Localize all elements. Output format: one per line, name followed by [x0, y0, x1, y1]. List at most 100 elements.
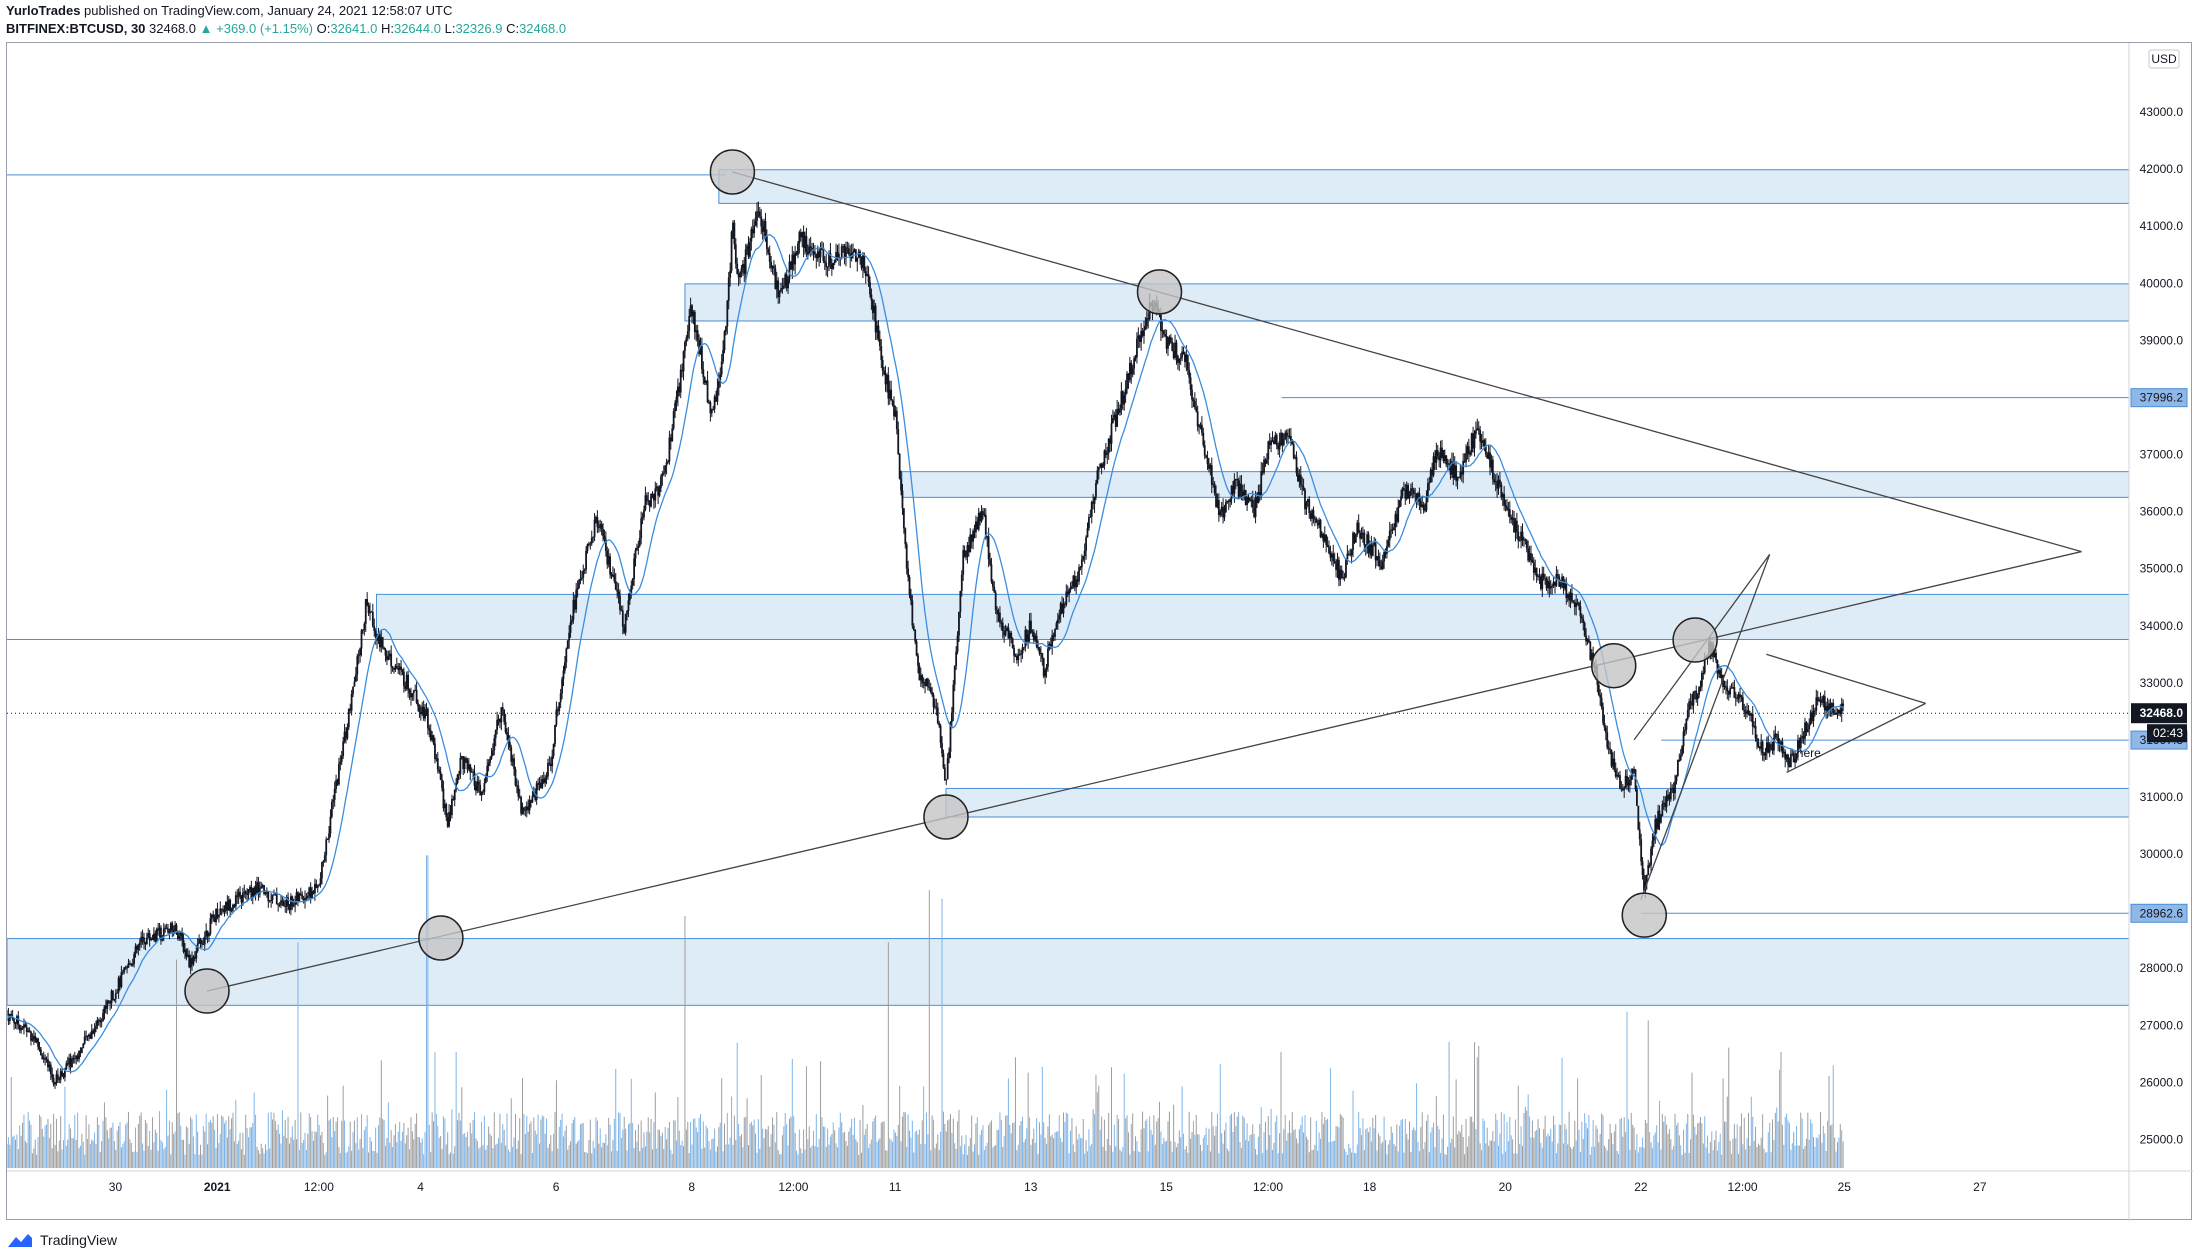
currency-box[interactable] — [2148, 49, 2180, 69]
candle-body — [795, 252, 798, 255]
candle-body — [1713, 652, 1716, 657]
trendlines-layer[interactable]: here — [184, 149, 2082, 1014]
candle-body — [1460, 471, 1463, 475]
pivot-marker[interactable] — [1672, 617, 1718, 663]
candle-body — [343, 731, 346, 742]
pivot-marker[interactable] — [418, 915, 464, 961]
candle-body — [545, 776, 548, 778]
candle-body — [750, 229, 753, 242]
candle-body — [597, 527, 600, 529]
candle-body — [537, 783, 539, 785]
sr-zone[interactable] — [718, 169, 2130, 204]
candle-body — [415, 690, 418, 703]
candle-body — [1727, 691, 1730, 695]
candle-body — [1435, 450, 1438, 463]
candle-body — [369, 611, 371, 614]
sr-zone[interactable] — [901, 471, 2130, 498]
candle-body — [1182, 351, 1185, 354]
candle-body — [578, 580, 580, 588]
annotation-text[interactable]: here — [1797, 746, 1821, 760]
trend-line[interactable] — [1786, 702, 1926, 774]
candle-body — [247, 889, 250, 895]
candle-body — [564, 662, 566, 671]
candle-body — [1612, 758, 1614, 767]
candle-body — [1209, 465, 1212, 469]
x-tick-label: 12:00 — [1728, 1180, 1758, 1194]
footer-brand[interactable]: TradingView — [6, 1228, 117, 1252]
pivot-marker[interactable] — [1591, 642, 1637, 689]
candle-body — [463, 758, 466, 770]
candle-body — [600, 524, 603, 530]
candle-body — [318, 884, 321, 886]
candle-body — [419, 712, 422, 715]
candle-body — [1130, 362, 1133, 375]
candle-body — [384, 649, 387, 656]
candle-body — [260, 886, 263, 888]
candle-body — [1247, 497, 1250, 499]
pivot-marker[interactable] — [184, 968, 230, 1014]
currency-label[interactable]: USD — [2151, 52, 2177, 66]
candle-body — [52, 1077, 55, 1085]
candle-body — [1066, 591, 1069, 595]
candle-body — [497, 719, 500, 721]
x-tick-label: 13 — [1024, 1180, 1038, 1194]
y-tick-label: 36000.0 — [2140, 505, 2184, 519]
candle-body — [1782, 751, 1785, 754]
candle-body — [123, 967, 126, 973]
pivot-marker[interactable] — [1621, 892, 1668, 938]
candle-body — [264, 892, 267, 894]
candle-body — [1107, 438, 1110, 454]
candle-body — [604, 539, 607, 551]
sr-zone[interactable] — [375, 593, 2130, 640]
candle-body — [1335, 562, 1337, 571]
candle-body — [760, 216, 763, 227]
candle-body — [99, 1020, 102, 1023]
candle-body — [1380, 566, 1383, 569]
trend-line[interactable] — [1766, 653, 1926, 705]
candle-body — [23, 1024, 25, 1028]
sr-zone[interactable] — [7, 938, 2130, 1006]
candle-body — [267, 891, 270, 902]
candle-body — [1510, 517, 1513, 520]
candle-body — [958, 611, 960, 636]
pivot-marker[interactable] — [709, 149, 756, 195]
candle-body — [363, 623, 366, 630]
candle-body — [1525, 540, 1528, 549]
candle-body — [1465, 453, 1467, 463]
pivot-marker[interactable] — [1136, 269, 1183, 315]
candle-body — [555, 709, 558, 725]
candle-body — [1493, 479, 1496, 483]
author-name[interactable]: YurloTrades — [6, 3, 81, 18]
trend-line[interactable] — [206, 550, 2082, 992]
candle-body — [1610, 750, 1613, 767]
symbol-label[interactable]: BITFINEX:BTCUSD, 30 — [6, 21, 146, 36]
price-chart[interactable]: here USD25000.026000.027000.028000.02900… — [7, 43, 2193, 1221]
candle-body — [781, 288, 784, 290]
candle-body — [819, 249, 822, 258]
candle-body — [740, 268, 743, 273]
chart-frame[interactable]: here USD25000.026000.027000.028000.02900… — [6, 42, 2193, 1221]
candle-body — [198, 939, 200, 944]
candle-body — [1531, 559, 1534, 563]
candle-body — [1169, 337, 1172, 342]
sr-zone[interactable] — [684, 283, 2130, 322]
trend-line[interactable] — [732, 171, 2082, 553]
candle-body — [1758, 746, 1761, 749]
candle-body — [203, 936, 206, 945]
candle-body — [219, 908, 222, 915]
candle-body — [314, 883, 316, 894]
candle-body — [205, 930, 208, 937]
trend-line[interactable] — [1640, 554, 1771, 900]
candle-body — [1439, 447, 1442, 461]
candle-body — [37, 1038, 39, 1047]
candle-body — [1424, 510, 1426, 512]
candle-body — [421, 706, 424, 715]
candle-body — [1112, 417, 1114, 424]
candle-body — [1446, 463, 1449, 465]
candle-body — [261, 885, 264, 887]
last-price-text: 32468.0 — [2140, 706, 2184, 720]
sr-zone[interactable] — [945, 787, 2130, 818]
candle-body — [1458, 477, 1460, 479]
candle-body — [1432, 456, 1435, 476]
pivot-marker[interactable] — [923, 794, 969, 840]
